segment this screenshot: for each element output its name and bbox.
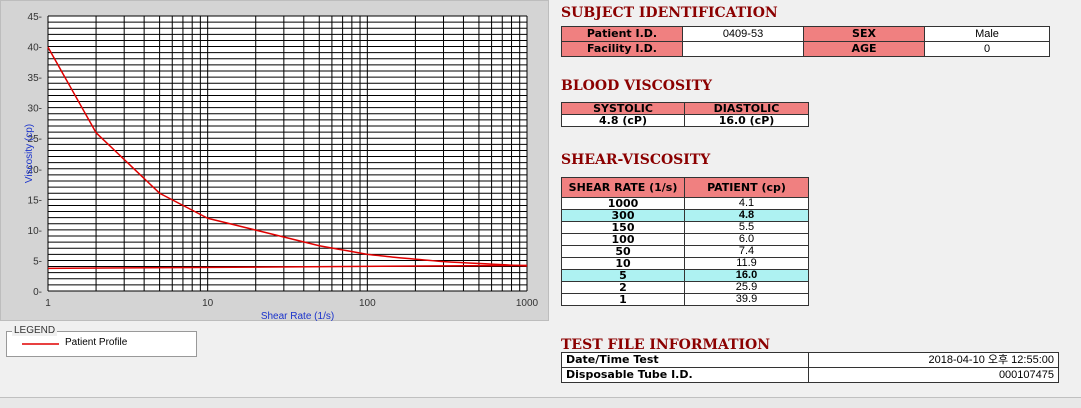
- subject-section-title: SUBJECT IDENTIFICATION: [561, 5, 778, 21]
- diastolic-value: 16.0 (cP): [684, 114, 809, 127]
- patient-cp-header: PATIENT (cp): [684, 177, 809, 198]
- shear-rate-cell: 50: [561, 245, 685, 258]
- systolic-value: 4.8 (cP): [561, 114, 685, 127]
- shear-rate-header: SHEAR RATE (1/s): [561, 177, 685, 198]
- status-bar: [0, 397, 1081, 408]
- shear-rate-cell: 150: [561, 221, 685, 234]
- patient-cp-cell: 4.1: [684, 197, 809, 210]
- blood-viscosity-title: BLOOD VISCOSITY: [561, 78, 713, 94]
- shear-rate-cell: 100: [561, 233, 685, 246]
- viscosity-chart-panel: 0- 5- 10- 15- 20- 25- 30- 35- 40- 45- 1 10 100 1000 Sh…: [0, 0, 549, 322]
- shear-row: 50 7.4: [561, 245, 809, 258]
- shear-row: 2 25.9: [561, 281, 809, 294]
- shear-viscosity-table: SHEAR RATE (1/s) PATIENT (cp) 1000 4.1 300…: [561, 177, 809, 306]
- shear-row: 100 6.0: [561, 233, 809, 246]
- shear-row: 1 39.9: [561, 293, 809, 306]
- patient-id-label: Patient I.D.: [561, 26, 683, 42]
- tube-id-label: Disposable Tube I.D.: [561, 367, 809, 383]
- facility-id-value: [682, 41, 804, 57]
- patient-id-value: 0409-53: [682, 26, 804, 42]
- shear-rate-cell: 5: [561, 269, 685, 282]
- datetime-label: Date/Time Test: [561, 352, 809, 368]
- shear-rate-cell: 1000: [561, 197, 685, 210]
- series-line-patient-profile: [47, 46, 528, 267]
- age-label: AGE: [803, 41, 925, 57]
- shear-rate-cell: 300: [561, 209, 685, 222]
- x-tick-label: 1: [45, 298, 51, 309]
- y-tick-label: 25-: [28, 134, 42, 145]
- test-file-table: Date/Time Test 2018-04-10 오후 12:55:00 Di…: [561, 352, 1059, 383]
- patient-cp-cell: 11.9: [684, 257, 809, 270]
- facility-id-label: Facility I.D.: [561, 41, 683, 57]
- series-line-reference: [47, 264, 528, 270]
- patient-cp-cell: 4.8: [684, 209, 809, 222]
- shear-row: 5 16.0: [561, 269, 809, 282]
- shear-rate-cell: 1: [561, 293, 685, 306]
- y-tick-label: 15-: [28, 195, 42, 206]
- shear-row: 10 11.9: [561, 257, 809, 270]
- y-tick-label: 20-: [28, 165, 42, 176]
- legend-item-label: Patient Profile: [65, 337, 128, 348]
- x-tick-label: 1000: [516, 298, 539, 309]
- y-tick-label: 40-: [28, 43, 42, 54]
- test-file-title: TEST FILE INFORMATION: [561, 337, 771, 353]
- shear-row: 1000 4.1: [561, 197, 809, 210]
- age-value: 0: [924, 41, 1050, 57]
- shear-rate-cell: 10: [561, 257, 685, 270]
- y-tick-label: 5-: [33, 256, 42, 267]
- patient-cp-cell: 7.4: [684, 245, 809, 258]
- y-tick-label: 35-: [28, 73, 42, 84]
- sex-label: SEX: [803, 26, 925, 42]
- patient-cp-cell: 25.9: [684, 281, 809, 294]
- y-tick-label: 45-: [28, 12, 42, 23]
- patient-cp-cell: 5.5: [684, 221, 809, 234]
- shear-viscosity-title: SHEAR-VISCOSITY: [561, 152, 711, 168]
- y-tick-label: 0-: [33, 287, 42, 298]
- tube-id-value: 000107475: [808, 367, 1059, 383]
- diastolic-label: DIASTOLIC: [684, 102, 809, 115]
- subject-table: Patient I.D. 0409-53 SEX Male Facility I…: [561, 26, 1050, 57]
- shear-rate-cell: 2: [561, 281, 685, 294]
- patient-cp-cell: 16.0: [684, 269, 809, 282]
- x-tick-label: 100: [359, 298, 376, 309]
- x-tick-label: 10: [202, 298, 214, 309]
- blood-viscosity-table: SYSTOLIC DIASTOLIC 4.8 (cP) 16.0 (cP): [561, 102, 809, 127]
- y-tick-label: 10-: [28, 226, 42, 237]
- x-axis-label: Shear Rate (1/s): [261, 311, 334, 322]
- patient-cp-cell: 39.9: [684, 293, 809, 306]
- legend-swatch: [22, 343, 59, 345]
- patient-cp-cell: 6.0: [684, 233, 809, 246]
- shear-row: 150 5.5: [561, 221, 809, 234]
- datetime-value: 2018-04-10 오후 12:55:00: [808, 352, 1059, 368]
- plot-area: [48, 16, 527, 291]
- viscosity-chart: 0- 5- 10- 15- 20- 25- 30- 35- 40- 45- 1 10 100 1000 Sh…: [24, 12, 539, 322]
- systolic-label: SYSTOLIC: [561, 102, 685, 115]
- legend-title: LEGEND: [12, 325, 58, 336]
- sex-value: Male: [924, 26, 1050, 42]
- y-axis-label: Viscosity (cp): [24, 124, 35, 183]
- shear-row: 300 4.8: [561, 209, 809, 222]
- y-tick-label: 30-: [28, 104, 42, 115]
